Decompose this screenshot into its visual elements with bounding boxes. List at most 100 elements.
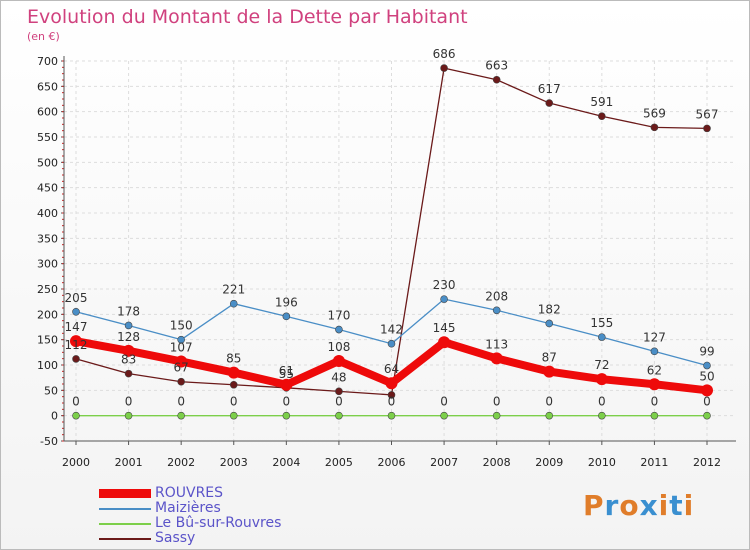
chart-title: Evolution du Montant de la Dette par Hab… <box>27 6 468 28</box>
data-point-le-b-sur-rouvres <box>335 411 343 420</box>
data-point-maizi-res <box>598 333 606 341</box>
y-tick-label: 550 <box>37 131 58 144</box>
x-tick-label: 2011 <box>640 456 668 469</box>
data-point-maizi-res <box>545 319 554 328</box>
data-label-sassy: 67 <box>174 361 189 375</box>
y-tick-label: 0 <box>51 410 58 423</box>
data-label-rouvres: 72 <box>594 358 609 372</box>
legend-item-sassy: Sassy <box>99 531 281 546</box>
data-point-le-b-sur-rouvres <box>282 411 291 420</box>
data-point-le-b-sur-rouvres <box>492 411 501 420</box>
y-tick-label: 100 <box>37 359 58 372</box>
data-label-sassy: 617 <box>538 82 561 96</box>
data-label-le-b-sur-rouvres: 0 <box>388 395 396 409</box>
data-point-sassy <box>387 391 396 399</box>
x-tick-label: 2005 <box>325 456 353 469</box>
data-point-maizi-res <box>335 325 343 334</box>
x-tick-label: 2008 <box>483 456 511 469</box>
chart-subtitle: (en €) <box>27 30 60 43</box>
y-tick-label: -50 <box>40 435 58 448</box>
data-label-rouvres: 50 <box>699 369 714 383</box>
data-label-maizi-res: 221 <box>222 283 245 297</box>
data-point-sassy <box>650 123 659 132</box>
data-point-maizi-res <box>229 299 238 308</box>
data-point-rouvres <box>280 378 293 391</box>
y-tick-label: 200 <box>37 308 58 321</box>
legend-label-maizieres: Maizières <box>155 500 221 516</box>
logo-letter: P <box>583 489 605 522</box>
legend-item-maizieres: Maizières <box>99 501 281 516</box>
data-label-sassy: 591 <box>590 95 613 109</box>
data-label-sassy: 48 <box>331 370 346 384</box>
data-point-rouvres <box>385 377 398 390</box>
data-point-rouvres <box>648 378 661 391</box>
data-point-sassy <box>177 377 185 386</box>
data-label-le-b-sur-rouvres: 0 <box>177 395 185 409</box>
data-point-sassy <box>229 380 238 389</box>
data-point-sassy <box>598 112 606 121</box>
legend-label-sassy: Sassy <box>155 530 196 546</box>
legend-swatch-rouvres <box>99 489 151 498</box>
data-label-rouvres: 145 <box>433 321 456 335</box>
data-point-le-b-sur-rouvres <box>650 411 659 420</box>
proxiti-logo: Proxiti <box>583 489 694 522</box>
x-tick-label: 2012 <box>693 456 721 469</box>
data-point-rouvres <box>122 344 135 357</box>
x-tick-label: 2000 <box>62 456 90 469</box>
data-label-maizi-res: 150 <box>170 319 193 333</box>
data-point-rouvres <box>595 373 608 386</box>
data-point-rouvres <box>70 335 82 348</box>
data-label-sassy: 663 <box>485 59 508 73</box>
data-point-le-b-sur-rouvres <box>72 411 80 420</box>
y-tick-label: 450 <box>37 182 58 195</box>
data-point-maizi-res <box>124 321 133 330</box>
legend-swatch-sassy <box>99 537 151 540</box>
data-point-maizi-res <box>703 361 711 370</box>
data-label-sassy: 686 <box>433 47 456 61</box>
data-point-sassy <box>72 355 80 363</box>
data-label-le-b-sur-rouvres: 0 <box>545 395 553 409</box>
data-label-rouvres: 108 <box>327 340 350 354</box>
y-tick-label: 400 <box>37 207 58 220</box>
data-point-sassy <box>335 387 343 396</box>
logo-letter: r <box>604 489 620 522</box>
data-point-sassy <box>440 64 448 72</box>
data-label-rouvres: 61 <box>279 364 294 378</box>
data-point-rouvres <box>227 366 240 379</box>
data-label-le-b-sur-rouvres: 0 <box>230 395 238 409</box>
data-point-rouvres <box>543 365 556 378</box>
data-point-le-b-sur-rouvres <box>229 411 238 420</box>
data-label-maizi-res: 127 <box>643 330 666 344</box>
data-point-sassy <box>545 99 554 107</box>
data-label-maizi-res: 196 <box>275 295 298 309</box>
data-point-maizi-res <box>177 335 185 344</box>
data-label-sassy: 567 <box>696 107 719 121</box>
data-label-maizi-res: 205 <box>65 291 88 305</box>
y-tick-label: 350 <box>37 232 58 245</box>
legend: ROUVRES Maizières Le Bû-sur-Rouvres Sass… <box>99 486 281 546</box>
data-label-maizi-res: 142 <box>380 323 403 337</box>
data-point-maizi-res <box>440 295 448 303</box>
data-label-maizi-res: 170 <box>327 309 350 323</box>
x-tick-label: 2006 <box>378 456 406 469</box>
logo-letter: t <box>669 489 684 522</box>
legend-item-rouvres: ROUVRES <box>99 486 281 501</box>
data-point-sassy <box>124 369 133 378</box>
data-label-le-b-sur-rouvres: 0 <box>703 395 711 409</box>
y-tick-label: 300 <box>37 258 58 271</box>
x-tick-label: 2007 <box>430 456 458 469</box>
legend-swatch-le-bu-sur-rouvres <box>99 522 151 525</box>
data-point-rouvres <box>490 352 503 365</box>
legend-label-rouvres: ROUVRES <box>155 485 224 501</box>
data-point-le-b-sur-rouvres <box>598 411 606 420</box>
data-point-maizi-res <box>492 306 501 315</box>
data-point-le-b-sur-rouvres <box>703 411 711 420</box>
data-label-le-b-sur-rouvres: 0 <box>440 395 448 409</box>
logo-letter: i <box>658 489 670 522</box>
data-point-rouvres <box>438 336 451 349</box>
data-label-sassy: 83 <box>121 353 136 367</box>
data-label-rouvres: 87 <box>542 351 557 365</box>
data-point-maizi-res <box>650 347 659 356</box>
data-point-maizi-res <box>282 312 291 321</box>
